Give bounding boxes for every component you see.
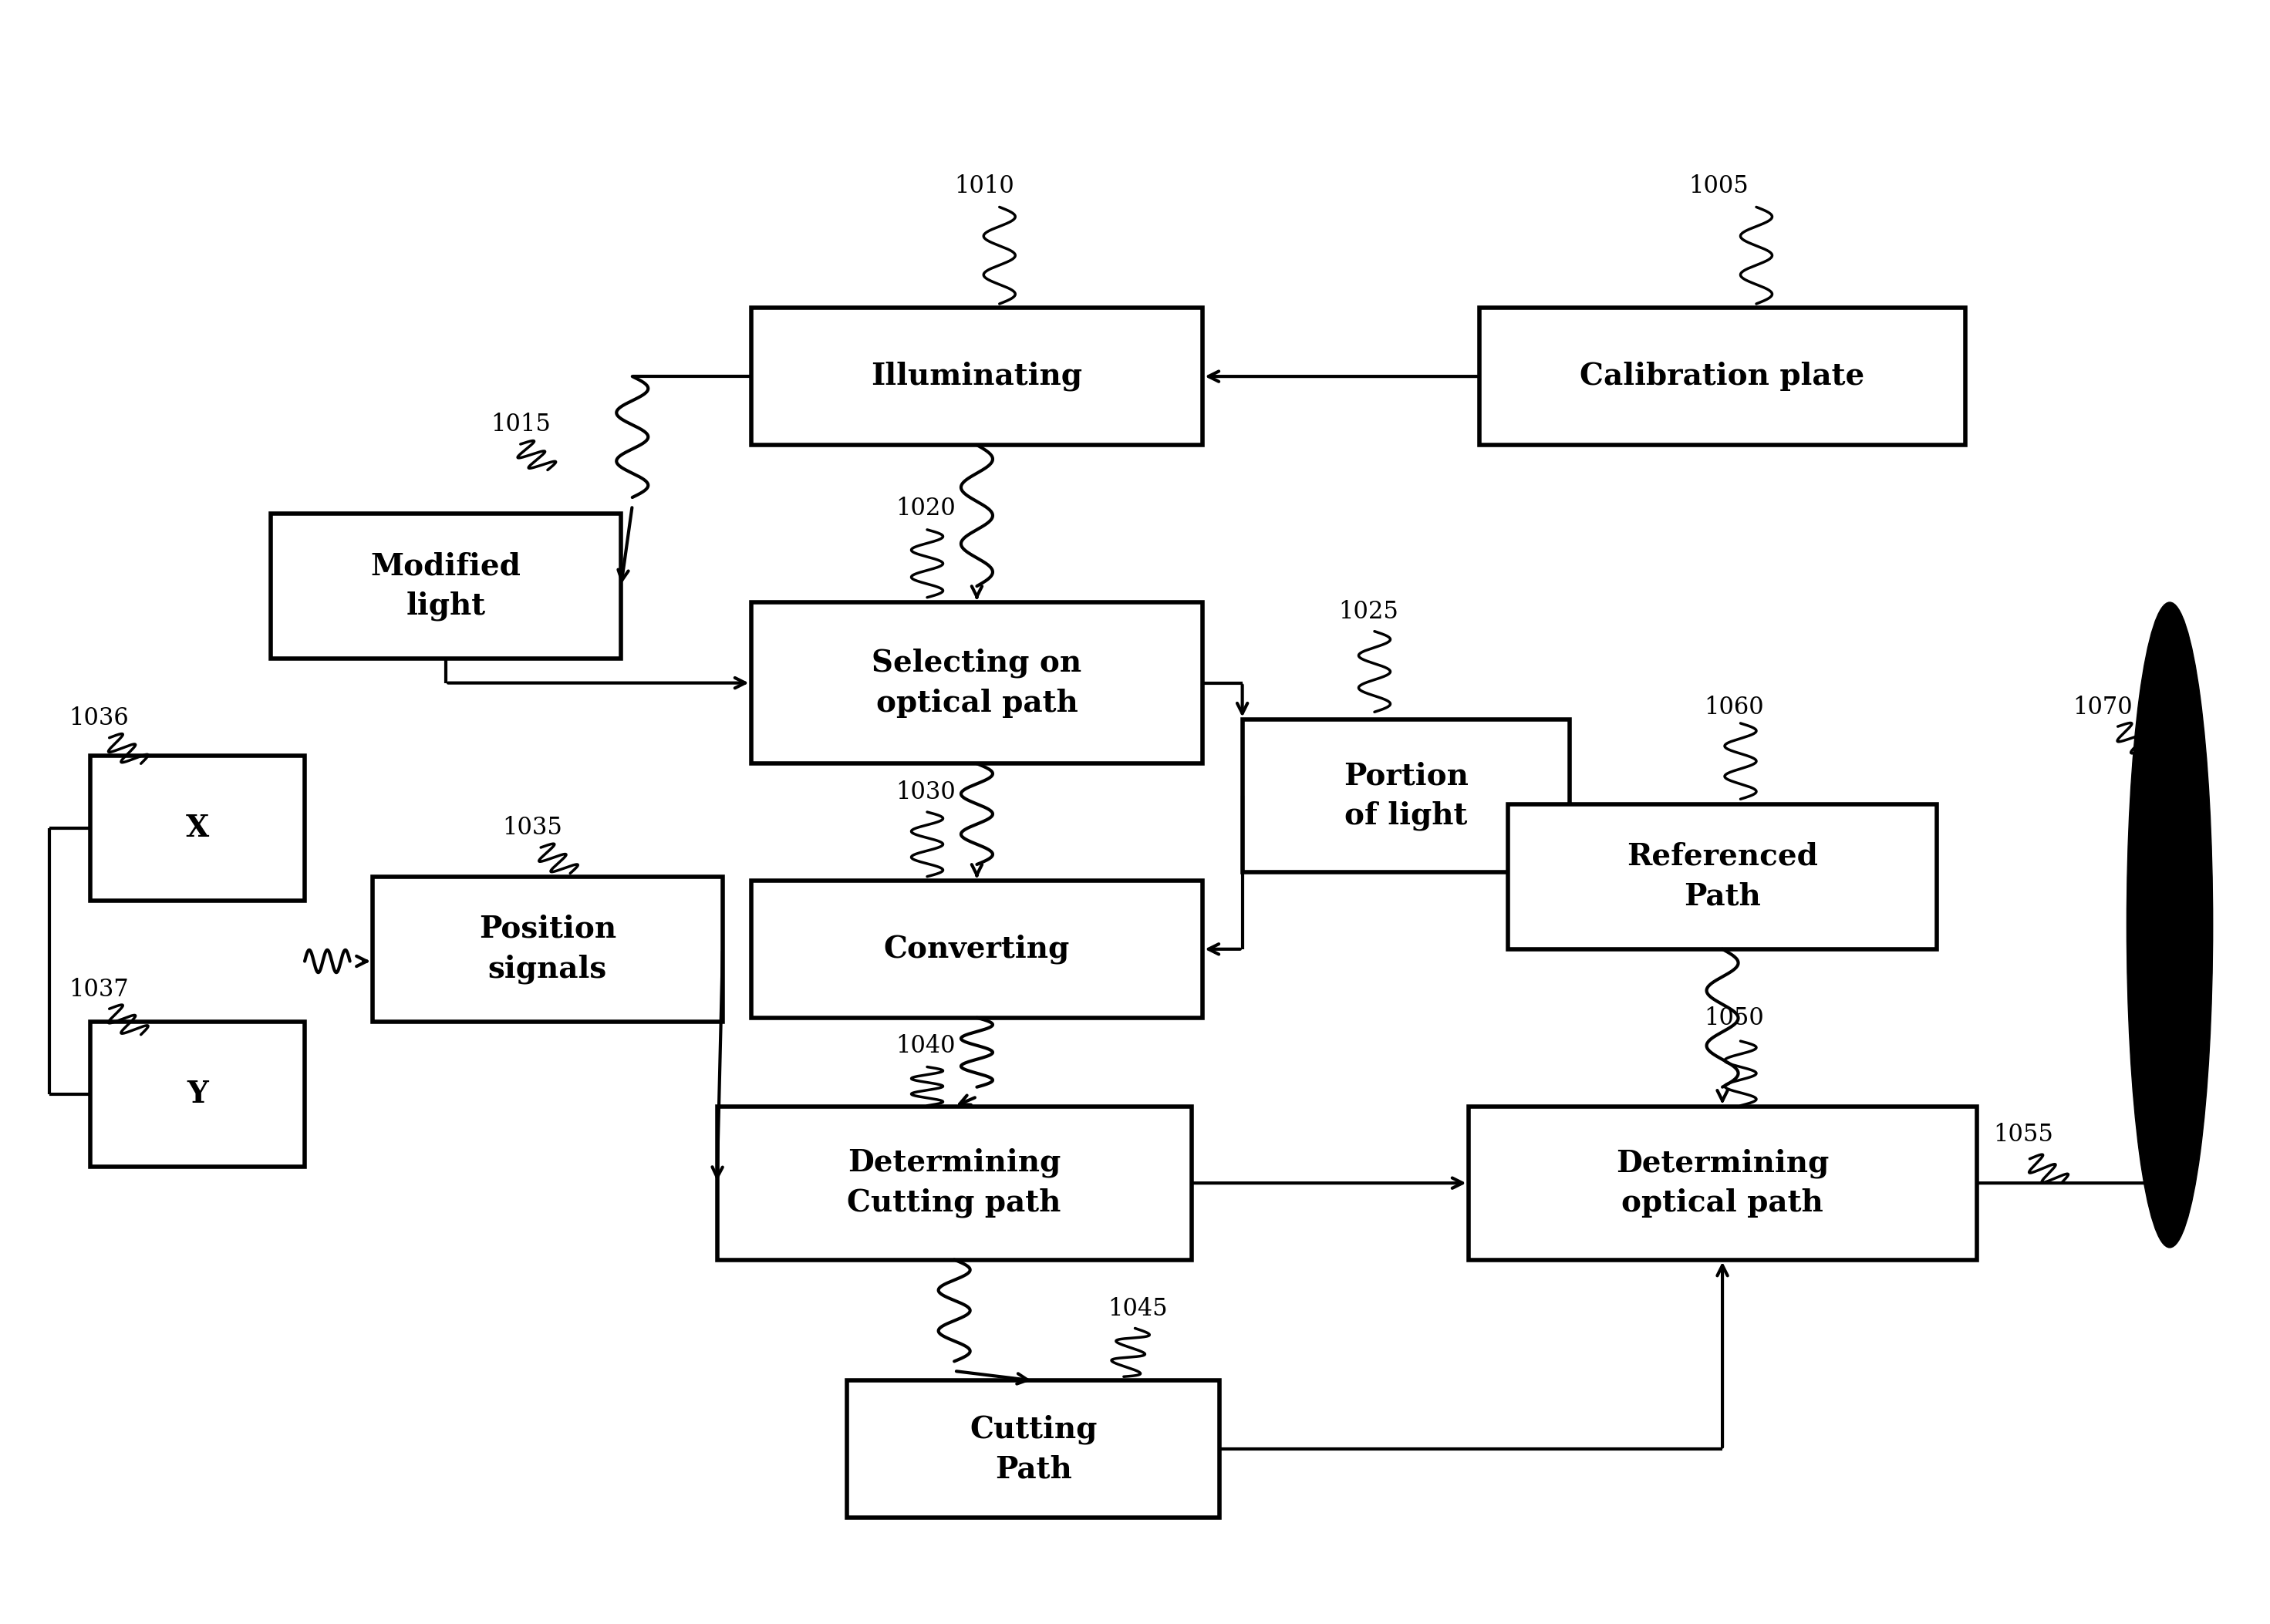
- Text: 1010: 1010: [953, 174, 1015, 198]
- Text: Position
signals: Position signals: [479, 914, 615, 984]
- Text: 1020: 1020: [897, 497, 956, 521]
- Text: Referenced
Path: Referenced Path: [1628, 841, 1818, 911]
- FancyBboxPatch shape: [1507, 804, 1936, 948]
- Text: Calibration plate: Calibration plate: [1580, 362, 1866, 391]
- Text: Converting: Converting: [883, 934, 1069, 965]
- Text: 1060: 1060: [1705, 695, 1764, 719]
- Text: 1055: 1055: [1993, 1122, 2054, 1147]
- FancyBboxPatch shape: [751, 309, 1203, 445]
- Text: 1015: 1015: [490, 412, 552, 437]
- FancyBboxPatch shape: [847, 1380, 1219, 1518]
- FancyBboxPatch shape: [717, 1106, 1192, 1260]
- Text: 1036: 1036: [68, 706, 129, 731]
- Text: Determining
optical path: Determining optical path: [1616, 1148, 1830, 1218]
- FancyBboxPatch shape: [751, 880, 1203, 1018]
- Text: 1070: 1070: [2073, 695, 2132, 719]
- Text: 1037: 1037: [68, 978, 129, 1002]
- Text: Cutting
Path: Cutting Path: [969, 1415, 1096, 1484]
- FancyBboxPatch shape: [1242, 719, 1571, 872]
- Text: 1005: 1005: [1689, 174, 1748, 198]
- FancyBboxPatch shape: [1480, 309, 1966, 445]
- Text: 1035: 1035: [502, 817, 563, 840]
- Text: Selecting on
optical path: Selecting on optical path: [872, 648, 1083, 718]
- Text: 1025: 1025: [1339, 599, 1398, 624]
- FancyBboxPatch shape: [1469, 1106, 1977, 1260]
- FancyBboxPatch shape: [91, 755, 304, 901]
- Text: Determining
Cutting path: Determining Cutting path: [847, 1148, 1062, 1218]
- FancyBboxPatch shape: [372, 877, 722, 1021]
- Text: Y: Y: [186, 1080, 209, 1109]
- FancyBboxPatch shape: [270, 513, 622, 659]
- Text: 1045: 1045: [1108, 1298, 1167, 1320]
- Text: 1050: 1050: [1705, 1007, 1764, 1031]
- Text: Portion
of light: Portion of light: [1344, 762, 1469, 830]
- Ellipse shape: [2127, 603, 2213, 1247]
- FancyBboxPatch shape: [91, 1021, 304, 1168]
- Text: X: X: [186, 814, 209, 843]
- FancyBboxPatch shape: [751, 603, 1203, 763]
- Text: Modified
light: Modified light: [370, 552, 522, 620]
- Text: Illuminating: Illuminating: [872, 362, 1083, 391]
- Text: 1040: 1040: [897, 1034, 956, 1057]
- Text: 1030: 1030: [897, 781, 956, 804]
